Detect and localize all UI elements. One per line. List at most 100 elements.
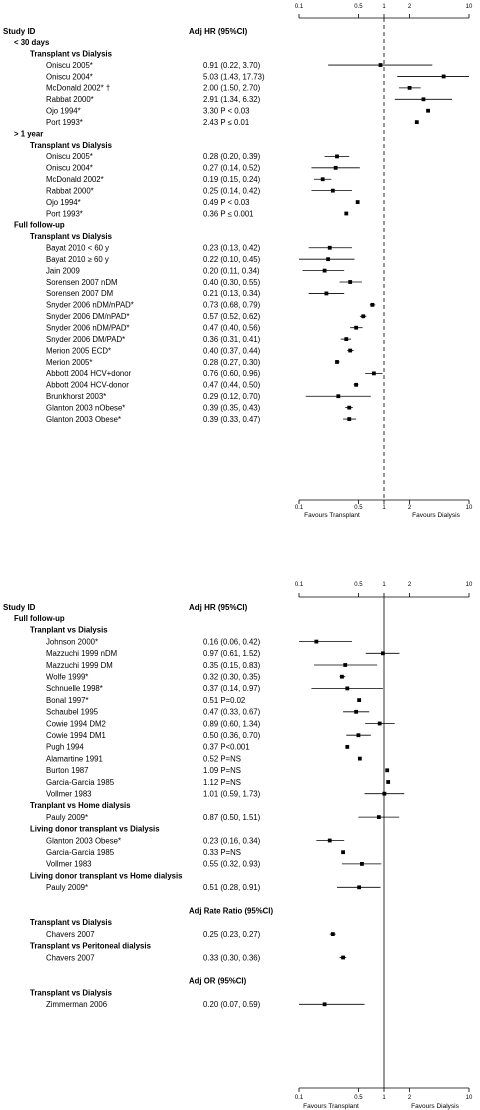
study-label: Bonal 1997* [46,696,89,705]
estimate-label: 1.01 (0.59, 1.73) [203,790,261,799]
x-tick-label-top: 0.1 [295,582,304,588]
estimate-label: 2.43 P ≤ 0.01 [203,118,249,127]
estimate-label: 0.35 (0.15, 0.83) [203,661,261,670]
point-estimate [344,211,349,216]
estimate-label: 0.47 (0.40, 0.56) [203,324,261,333]
study-label: Ojo 1994* [46,107,81,116]
point-estimate [345,745,350,749]
point-estimate [324,291,329,296]
measure-heading: Adj OR (95%CI) [189,977,247,986]
point-estimate [376,815,381,819]
estimate-label: 0.40 (0.37, 0.44) [203,346,261,355]
measure-heading: Adj Rate Ratio (95%CI) [189,907,273,916]
point-estimate [426,108,430,113]
subgroup-heading: Transplant vs Peritoneal dialysis [30,942,152,951]
point-estimate [378,63,383,67]
point-estimate [385,768,390,773]
subgroup-heading: Transplant vs Dialysis [30,232,113,241]
estimate-label: 0.39 (0.33, 0.47) [203,415,261,424]
x-tick-label-top: 10 [466,582,473,588]
x-tick-label-bottom: 10 [466,505,473,511]
group-heading: Full follow-up [14,221,65,230]
subgroup-heading: Living donor transplant vs Home dialysis [30,871,183,880]
study-label: Merion 2005 ECD* [46,346,111,355]
subgroup-heading: Transplant vs Dialysis [30,141,113,150]
study-label: Ojo 1994* [46,198,81,207]
point-estimate [333,165,338,170]
estimate-label: 0.28 (0.20, 0.39) [203,152,261,161]
point-estimate [354,325,359,330]
x-tick-label-top: 0.5 [354,4,363,10]
study-label: Snyder 2006 DM/nPAD* [46,312,130,321]
estimate-label: 0.89 (0.60, 1.34) [203,719,261,728]
x-tick-label-bottom: 1 [382,505,386,511]
study-label: Oniscu 2005* [46,152,93,161]
study-label: Brunkhorst 2003* [46,392,106,401]
study-label: Jain 2009 [46,266,80,275]
point-estimate [335,360,339,364]
point-estimate [357,885,362,890]
estimate-label: 0.91 (0.22, 3.70) [203,61,261,70]
point-estimate [407,85,412,90]
point-estimate [370,302,375,307]
estimate-label: 0.33 P=NS [203,848,241,857]
estimate-label: 0.51 (0.28, 0.91) [203,883,261,892]
study-label: Schnuelle 1998* [46,684,103,693]
study-label: Wolfe 1999* [46,673,88,682]
point-estimate [340,674,344,679]
effect-header: Adj HR (95%CI) [189,27,248,36]
group-heading: Full follow-up [14,614,65,623]
study-label: Pauly 2009* [46,883,88,892]
point-estimate [347,405,352,410]
x-tick-label-bottom: 2 [408,1095,412,1101]
estimate-label: 0.55 (0.32, 0.93) [203,860,261,869]
point-estimate [330,932,335,936]
study-id-header: Study ID [3,603,36,612]
favours-dialysis-label: Favours Dialysis [412,512,460,519]
point-estimate [421,97,426,102]
point-estimate [360,862,364,866]
subgroup-heading: Living donor transplant vs Dialysis [30,825,160,834]
study-label: Snyder 2006 nDM/nPAD* [46,301,134,310]
point-estimate [348,280,353,284]
estimate-label: 0.25 (0.14, 0.42) [203,186,261,195]
study-label: Vollmer 1983 [46,860,92,869]
point-estimate [357,756,362,761]
study-label: McDonald 2002* [46,175,104,184]
estimate-label: 0.16 (0.06, 0.42) [203,637,261,646]
study-label: Glanton 2003 Obese* [46,415,121,424]
point-estimate [371,371,376,376]
point-estimate [320,177,325,182]
estimate-label: 0.23 (0.16, 0.34) [203,836,261,845]
estimate-label: 0.19 (0.15, 0.24) [203,175,261,184]
point-estimate [344,337,349,342]
estimate-label: 0.20 (0.07, 0.59) [203,1000,261,1009]
estimate-label: 0.36 (0.31, 0.41) [203,335,261,344]
x-tick-label-bottom: 1 [382,1095,386,1101]
x-tick-label-top: 2 [408,582,412,588]
point-estimate [322,268,327,273]
favours-transplant-label: Favours Transplant [304,512,360,519]
point-estimate [386,780,391,784]
point-estimate [327,838,332,843]
study-label: Oniscu 2005* [46,61,93,70]
study-label: Vollmer 1983 [46,790,92,799]
effect-header: Adj HR (95%CI) [189,603,248,612]
point-estimate [341,955,345,960]
estimate-label: 0.29 (0.12, 0.70) [203,392,261,401]
point-estimate [356,733,361,738]
study-label: Glanton 2003 nObese* [46,403,125,412]
subgroup-heading: Transplant vs Dialysis [30,49,113,58]
estimate-label: 0.36 P ≤ 0.001 [203,209,254,218]
point-estimate [326,257,331,262]
estimate-label: 3.30 P < 0.03 [203,107,249,116]
estimate-label: 1.12 P=NS [203,778,241,787]
estimate-label: 0.22 (0.10, 0.45) [203,255,261,264]
estimate-label: 2.91 (1.34, 6.32) [203,95,261,104]
group-heading: < 30 days [14,38,50,47]
point-estimate [343,663,348,667]
study-label: Abbott 2004 HCV+donor [46,369,132,378]
study-label: Pauly 2009* [46,813,88,822]
estimate-label: 0.52 P=NS [203,754,241,763]
study-label: Zimmerman 2006 [46,1000,107,1009]
